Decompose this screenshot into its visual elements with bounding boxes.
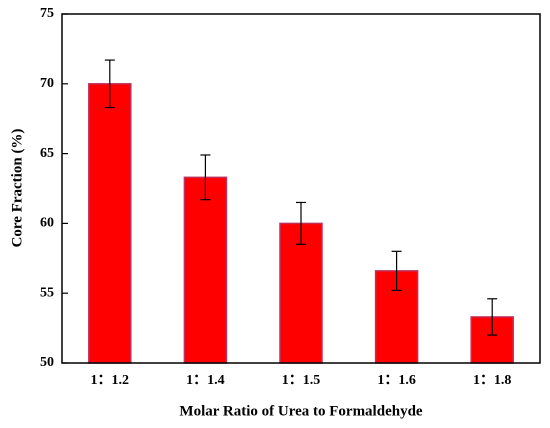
x-tick-label: 1：1.6 — [377, 373, 416, 388]
x-tick-label: 1：1.2 — [91, 373, 130, 388]
error-bar — [487, 298, 498, 336]
bar — [279, 222, 323, 364]
x-tick-label: 1：1.4 — [186, 373, 225, 388]
bar — [183, 176, 228, 364]
error-bar — [200, 154, 211, 201]
y-tick-label: 70 — [40, 76, 54, 91]
x-axis-label: Molar Ratio of Urea to Formaldehyde — [179, 403, 422, 419]
y-tick-label: 60 — [40, 216, 54, 231]
error-bar — [391, 250, 402, 292]
x-tick-label: 1：1.5 — [282, 373, 321, 388]
y-tick-label: 55 — [40, 285, 54, 300]
x-tick-label: 1：1.8 — [473, 373, 512, 388]
error-bar — [104, 59, 115, 109]
error-bar — [296, 201, 306, 245]
y-tick-label: 75 — [40, 6, 54, 21]
bar — [88, 83, 132, 364]
y-tick-label: 65 — [40, 146, 54, 161]
y-axis-label: Core Fraction (%) — [9, 129, 25, 248]
y-tick-label: 50 — [40, 355, 54, 370]
plot-frame — [61, 13, 541, 364]
